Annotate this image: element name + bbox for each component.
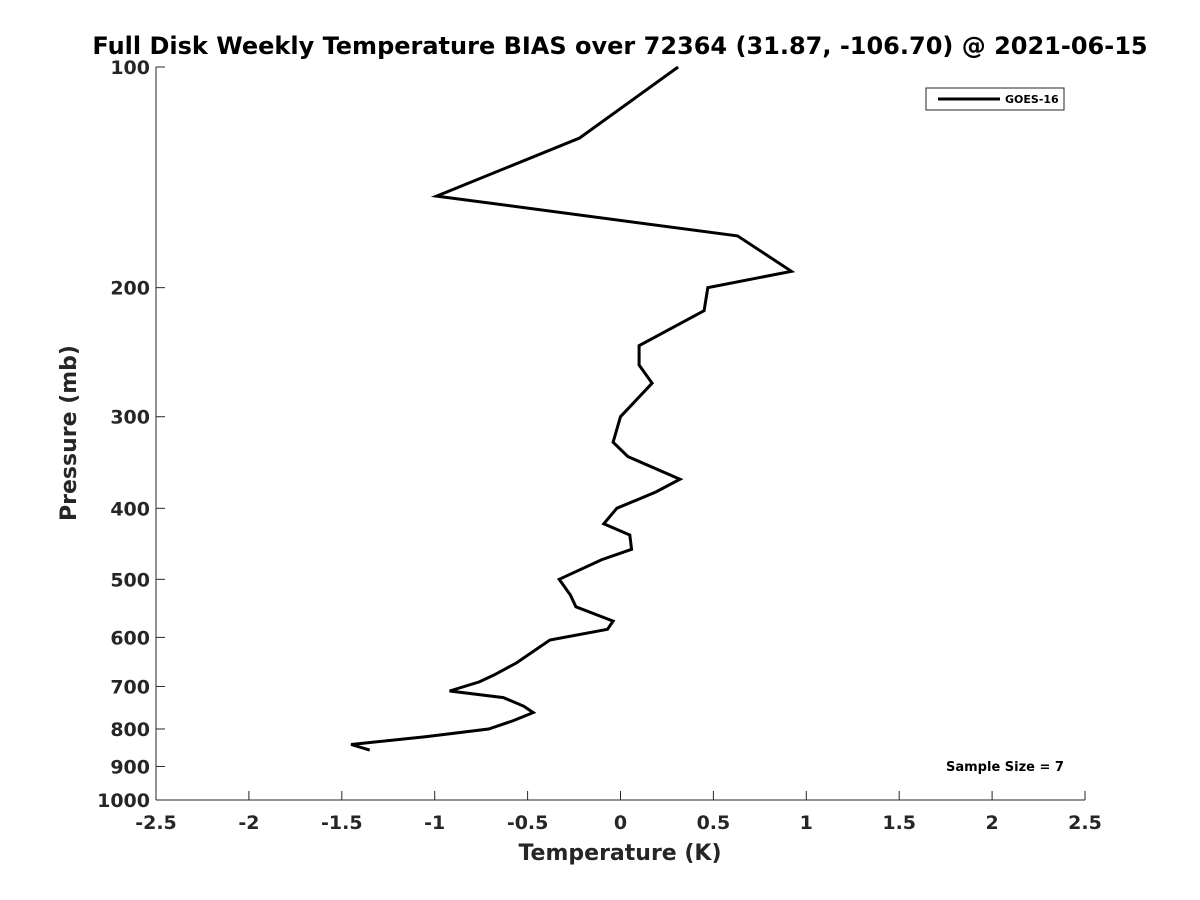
x-tick-label: 0 [614,812,627,834]
sample-size-annotation: Sample Size = 7 [946,760,1064,775]
y-tick-label: 700 [110,676,150,698]
y-ticks: 100 200 300 400 500 600 700 800 900 1000 [97,57,165,812]
x-tick-label: -2.5 [135,812,177,834]
x-ticks: -2.5 -2 -1.5 -1 -0.5 0 0.5 1 1.5 2 2.5 [135,791,1102,834]
y-tick-label: 200 [110,278,150,300]
series-line-goes-16 [350,65,796,752]
y-tick-label: 600 [110,627,150,649]
legend: GOES-16 [925,87,1065,111]
y-tick-label: 800 [110,719,150,741]
x-tick-label: 1.5 [882,812,916,834]
x-tick-label: 2.5 [1068,812,1102,834]
x-tick-label: -1.5 [321,812,363,834]
y-tick-label: 1000 [97,790,150,812]
x-tick-label: -1 [424,812,445,834]
legend-label-goes-16: GOES-16 [1005,93,1059,106]
y-tick-label: 900 [110,756,150,778]
y-tick-label: 500 [110,569,150,591]
chart-title: Full Disk Weekly Temperature BIAS over 7… [92,32,1147,60]
y-axis-label: Pressure (mb) [57,345,82,521]
plot-area [156,67,1085,800]
x-tick-label: -0.5 [507,812,549,834]
x-tick-label: -2 [238,812,259,834]
y-tick-label: 300 [110,407,150,429]
y-tick-label: 400 [110,498,150,520]
x-tick-label: 1 [800,812,813,834]
x-tick-label: 2 [985,812,998,834]
x-axis-label: Temperature (K) [518,841,721,866]
series-points-goes-16 [350,66,792,751]
y-tick-label: 100 [110,57,150,79]
x-tick-label: 0.5 [697,812,731,834]
